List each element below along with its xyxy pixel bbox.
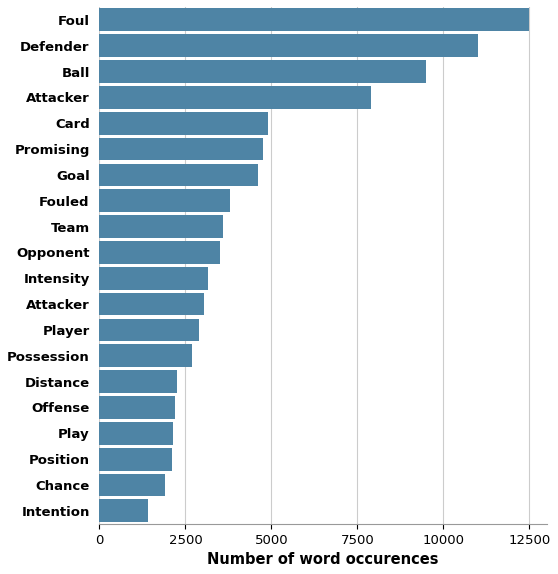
Bar: [99, 267, 208, 290]
Bar: [99, 9, 530, 31]
Bar: [99, 293, 204, 316]
Bar: [99, 112, 268, 134]
Bar: [99, 138, 263, 161]
Bar: [99, 189, 230, 212]
Bar: [99, 164, 258, 187]
Bar: [99, 474, 165, 497]
Bar: [99, 499, 147, 522]
X-axis label: Number of word occurences: Number of word occurences: [207, 552, 439, 567]
Bar: [99, 422, 174, 445]
Bar: [99, 344, 193, 367]
Bar: [99, 34, 478, 57]
Bar: [99, 215, 223, 238]
Bar: [99, 319, 199, 342]
Bar: [99, 86, 371, 108]
Bar: [99, 396, 175, 419]
Bar: [99, 370, 177, 393]
Bar: [99, 241, 220, 264]
Bar: [99, 60, 426, 83]
Bar: [99, 448, 172, 471]
